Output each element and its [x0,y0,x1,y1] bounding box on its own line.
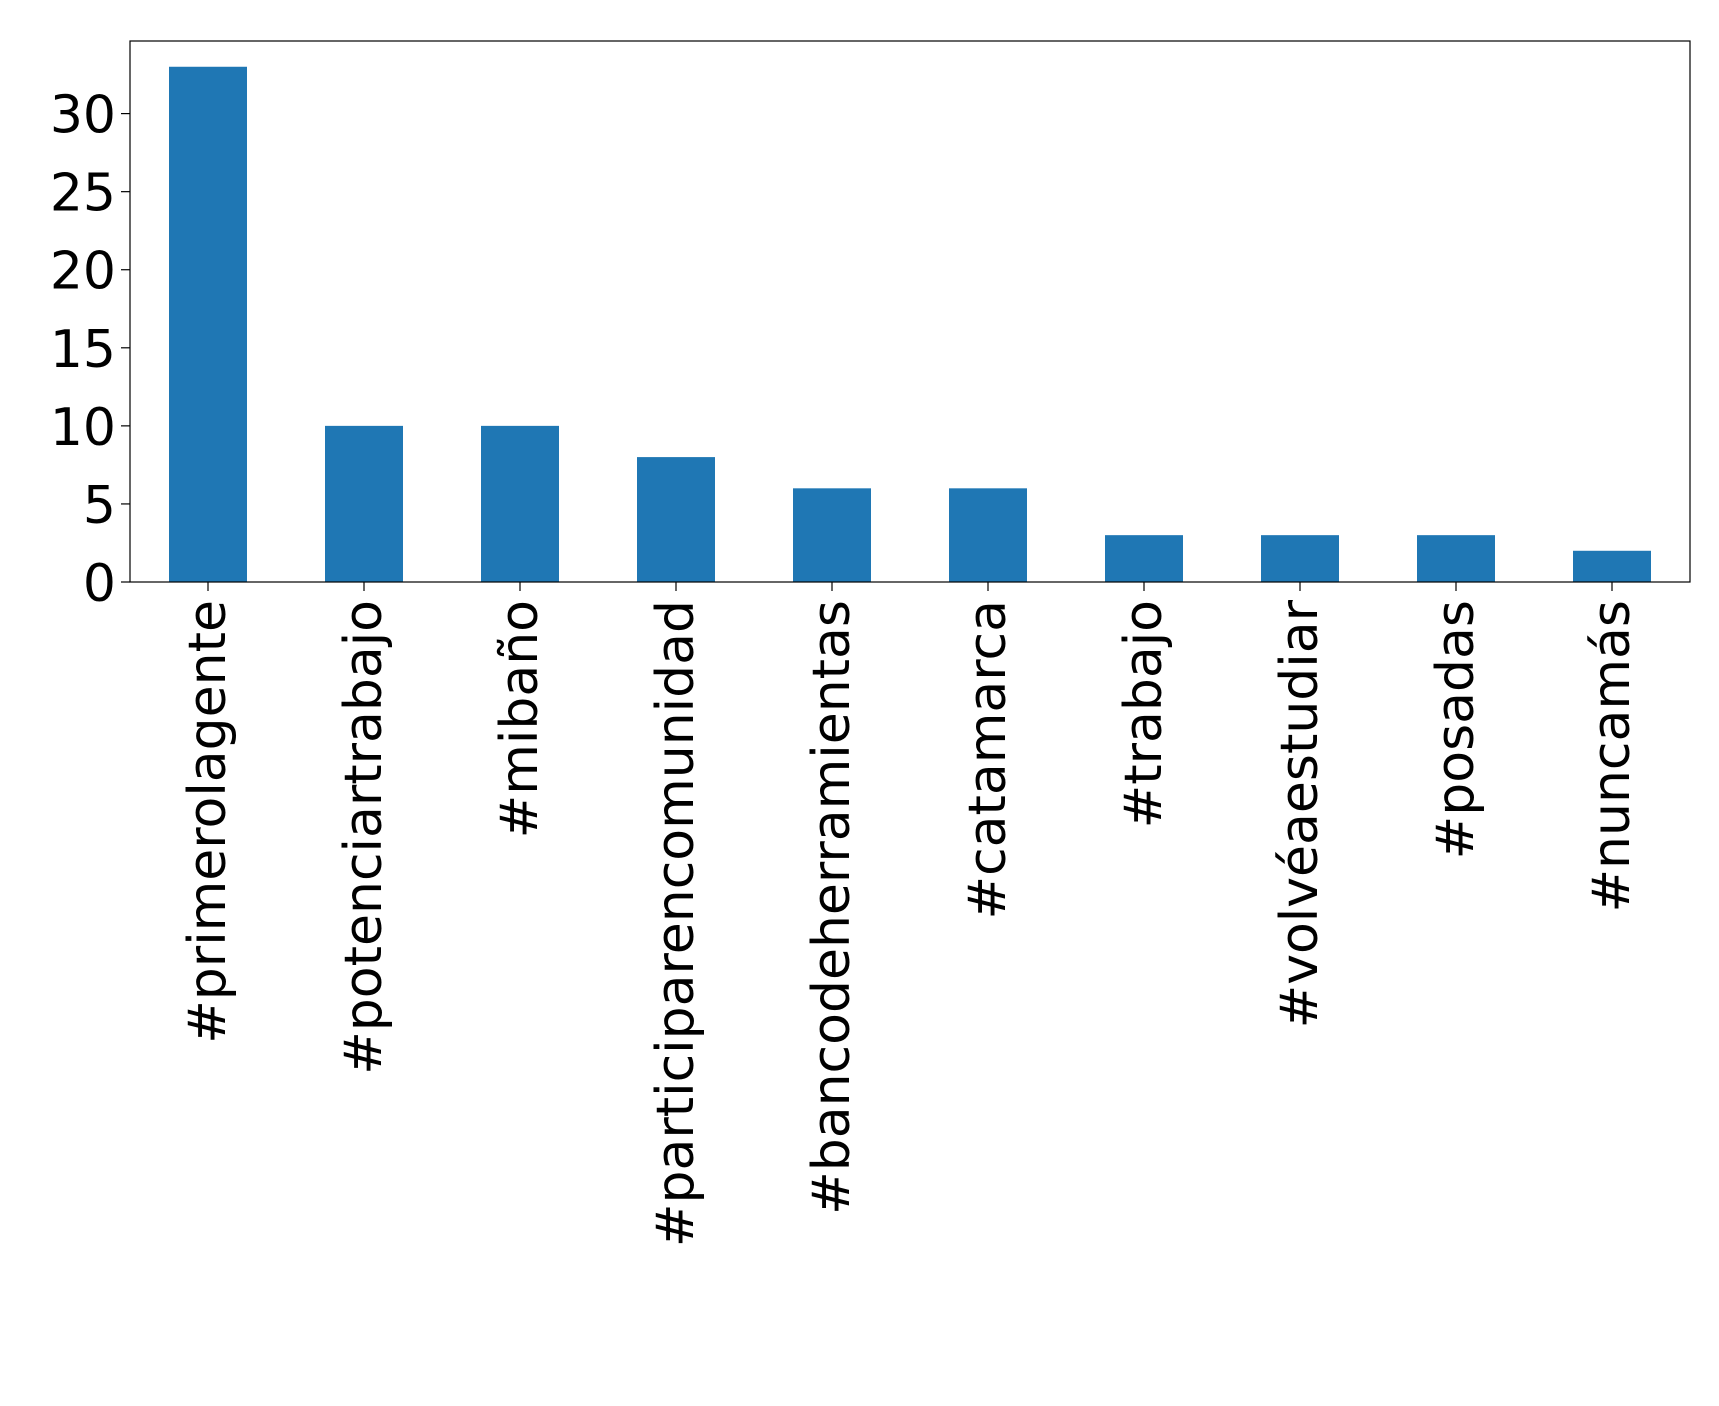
y-tick-label-1: 5 [83,476,116,536]
x-tick-label-8: #posadas [1426,600,1486,859]
bar-2 [481,425,559,582]
x-axis: #primerolagente #potenciartrabajo #mibaño #… [178,582,1642,1247]
x-tick-label-1: #potenciartrabajo [334,600,394,1075]
plot-frame [129,40,1691,583]
x-tick-label-7: #volvéaestudiar [1270,599,1330,1028]
bar-4 [793,488,871,582]
y-tick-label-3: 15 [50,320,116,380]
bar-9 [1573,550,1651,582]
bar-3 [637,457,715,582]
x-tick-label-4: #bancodeherramientas [802,600,862,1215]
y-tick-label-2: 10 [50,398,116,458]
bar-6 [1105,535,1183,582]
bar-8 [1417,535,1495,582]
bar-0 [169,66,247,582]
x-tick-label-6: #trabajo [1114,600,1174,828]
y-axis: 0 5 10 15 20 25 30 [50,86,130,614]
x-tick-label-2: #mibaño [490,600,550,838]
x-tick-label-0: #primerolagente [178,600,238,1044]
y-tick-label-4: 20 [50,242,116,302]
y-tick-label-0: 0 [83,554,116,614]
bar-1 [325,425,403,582]
x-tick-label-3: #participarencomunidad [646,600,706,1247]
bar-7 [1261,535,1339,582]
y-tick-label-6: 30 [50,86,116,146]
bars-group [169,66,1651,582]
y-tick-label-5: 25 [50,164,116,224]
x-tick-label-5: #catamarca [958,600,1018,920]
bar-5 [949,488,1027,582]
x-tick-label-9: #nuncamás [1582,600,1642,913]
